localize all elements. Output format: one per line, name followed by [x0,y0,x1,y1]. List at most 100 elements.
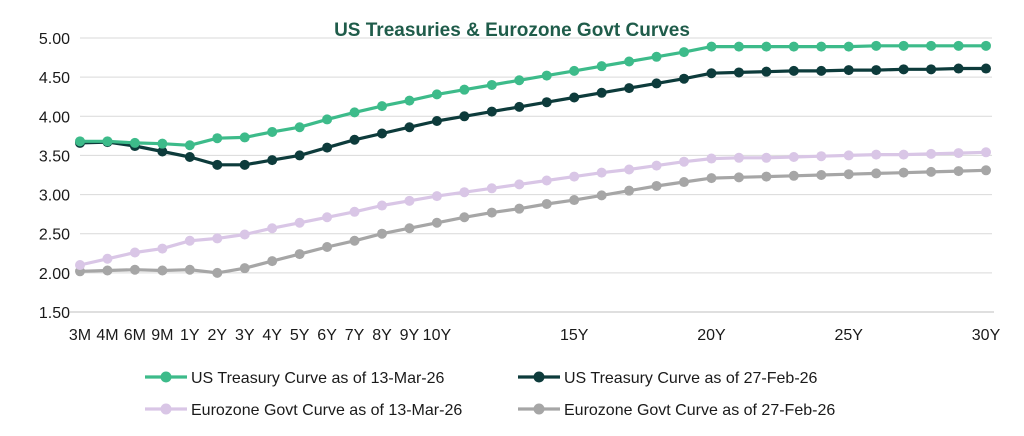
legend-marker [533,403,545,415]
y-tick-label: 4.50 [39,70,70,87]
data-point [459,212,470,223]
data-point [349,107,360,118]
legend-label: US Treasury Curve as of 27-Feb-26 [564,370,818,387]
data-point [431,217,442,228]
x-tick-label: 1Y [180,327,200,344]
y-tick-label: 1.50 [39,305,70,322]
data-point [157,146,168,157]
data-point [129,247,140,258]
data-point [212,267,223,278]
data-point [431,115,442,126]
data-point [267,126,278,137]
legend-item: Eurozone Govt Curve as of 13-Mar-26 [145,402,462,419]
data-point [706,41,717,52]
data-point [349,235,360,246]
data-point [926,148,937,159]
data-point [596,87,607,98]
data-point [212,133,223,144]
data-point [679,156,689,167]
data-point [459,111,470,122]
data-point [816,65,827,76]
data-point [898,40,909,51]
data-point [733,152,744,163]
data-point [651,78,662,89]
data-point [377,128,387,139]
data-point [129,264,140,275]
data-point [541,175,552,186]
data-point [706,68,717,79]
data-point [431,89,442,100]
legend-marker [160,371,172,383]
data-point [898,149,909,160]
data-point [596,190,607,201]
data-point [541,97,552,108]
data-point [981,147,991,158]
data-point [981,63,991,74]
data-point [788,65,799,76]
chart-title: US Treasuries & Eurozone Govt Curves [334,20,690,41]
y-tick-label: 3.50 [39,148,70,165]
data-point [788,151,799,162]
data-point [953,40,964,51]
data-point [624,164,635,175]
series-group [75,63,991,170]
data-point [404,95,415,106]
x-tick-label: 15Y [560,327,589,344]
y-axis-ticks: 5.00 4.50 4.00 3.50 3.00 2.50 2.00 1.50 [39,31,70,322]
series-group [75,165,991,278]
data-point [239,229,250,240]
data-point [184,235,195,246]
data-point [294,150,305,161]
y-tick-label: 5.00 [39,31,70,48]
data-point [679,47,689,58]
data-point [541,70,552,81]
y-tick-label: 2.50 [39,227,70,244]
series-line [79,66,986,167]
data-point [267,223,278,234]
x-tick-label: 9M [151,327,173,344]
data-point [843,150,854,161]
data-point [624,56,635,67]
data-point [486,79,497,90]
data-point [294,217,305,228]
data-point [843,41,854,52]
x-tick-label: 6Y [317,327,337,344]
data-point [871,65,882,76]
data-point [514,75,525,86]
data-point [486,106,497,117]
data-point [157,138,168,149]
data-point [871,149,882,160]
data-point [102,265,113,276]
legend-marker [160,403,172,415]
data-point [75,136,85,147]
data-point [926,166,937,177]
data-point [377,200,387,211]
data-point [294,249,305,260]
data-point [788,170,799,181]
data-point [953,63,964,74]
data-point [733,172,744,183]
legend-label: Eurozone Govt Curve as of 13-Mar-26 [191,402,462,419]
legend-label: Eurozone Govt Curve as of 27-Feb-26 [564,402,835,419]
x-axis-ticks: 3M 4M 6M 9M 1Y 2Y 3Y 4Y 5Y 6Y 7Y 8Y 9Y 10Y 15Y 20Y 25Y 30… [69,327,1001,344]
x-tick-label: 3Y [235,327,255,344]
data-point [75,260,85,271]
data-point [431,191,442,202]
x-tick-label: 5Y [290,327,310,344]
data-point [239,263,250,274]
series-group [75,40,991,151]
data-point [733,41,744,52]
legend-label: US Treasury Curve as of 13-Mar-26 [191,370,445,387]
x-tick-label: 4Y [262,327,282,344]
data-point [514,179,525,190]
x-tick-label: 4M [96,327,118,344]
data-point [761,171,772,182]
data-point [733,67,744,78]
data-point [624,83,635,94]
data-point [322,114,333,125]
data-point [871,168,882,179]
data-point [514,101,525,112]
data-point [349,206,360,217]
data-point [898,64,909,75]
